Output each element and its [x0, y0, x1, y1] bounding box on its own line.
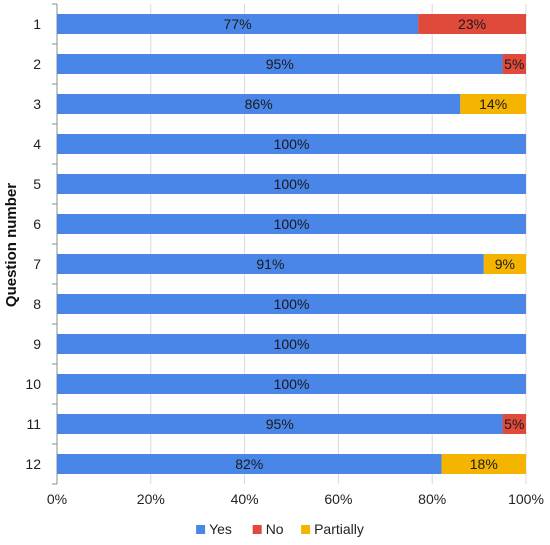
- bar-segment-partially: [460, 94, 526, 114]
- bar-segment-yes: [57, 414, 503, 434]
- bar-segment-yes: [57, 14, 419, 34]
- bar-segment-yes: [57, 454, 442, 474]
- data-label: 95%: [266, 416, 294, 432]
- x-tick-label: 0%: [47, 491, 67, 507]
- legend: Yes No Partially: [196, 521, 364, 537]
- category-label: 9: [33, 336, 41, 352]
- category-label: 12: [25, 456, 41, 472]
- legend-label-no: No: [266, 521, 284, 537]
- x-tick-labels: 0% 20% 40% 60% 80% 100%: [47, 491, 544, 507]
- category-label: 8: [33, 296, 41, 312]
- data-label: 82%: [235, 456, 263, 472]
- x-tick-label: 20%: [137, 491, 165, 507]
- data-label: 86%: [245, 96, 273, 112]
- bar-segment-yes: [57, 334, 526, 354]
- bar-segment-yes: [57, 254, 484, 274]
- bar-segment-yes: [57, 94, 461, 114]
- data-label: 100%: [274, 296, 310, 312]
- data-label: 77%: [224, 16, 252, 32]
- category-label: 7: [33, 256, 41, 272]
- x-tick-label: 60%: [324, 491, 352, 507]
- bar-segment-partially: [441, 454, 526, 474]
- bars: 77% 23% 95% 5% 86% 14% 100% 100% 100% 91% 9% 100% 10…: [57, 14, 526, 474]
- category-label: 2: [33, 56, 41, 72]
- grid-lines: [52, 3, 527, 485]
- bar-segment-no: [502, 414, 526, 434]
- x-tick-label: 80%: [418, 491, 446, 507]
- bar-segment-yes: [57, 374, 526, 394]
- bar-segment-yes: [57, 54, 503, 74]
- y-axis-title: Question number: [3, 183, 20, 307]
- bar-segment-no: [418, 14, 526, 34]
- bar-segment-partially: [483, 254, 526, 274]
- category-label: 5: [33, 176, 41, 192]
- category-label: 1: [33, 16, 41, 32]
- category-label: 4: [33, 136, 41, 152]
- x-tick-label: 100%: [508, 491, 544, 507]
- legend-label-partially: Partially: [314, 521, 364, 537]
- data-label: 100%: [274, 176, 310, 192]
- category-label: 6: [33, 216, 41, 232]
- data-label: 95%: [266, 56, 294, 72]
- data-label: 100%: [274, 376, 310, 392]
- bar-segment-yes: [57, 214, 526, 234]
- data-label: 18%: [470, 456, 498, 472]
- bar-segment-yes: [57, 134, 526, 154]
- data-label: 5%: [504, 56, 524, 72]
- bar-segment-no: [502, 54, 526, 74]
- category-label: 3: [33, 96, 41, 112]
- data-label: 5%: [504, 416, 524, 432]
- data-label: 14%: [479, 96, 507, 112]
- legend-swatch-no: [252, 525, 262, 534]
- data-label: 91%: [256, 256, 284, 272]
- data-label: 9%: [495, 256, 515, 272]
- data-label: 100%: [274, 336, 310, 352]
- data-label: 100%: [274, 216, 310, 232]
- data-label: 23%: [458, 16, 486, 32]
- legend-swatch-yes: [196, 525, 206, 534]
- legend-label-yes: Yes: [209, 521, 232, 537]
- x-tick-label: 40%: [231, 491, 259, 507]
- bar-segment-yes: [57, 294, 526, 314]
- legend-swatch-partially: [301, 525, 311, 534]
- category-label: 10: [25, 376, 41, 392]
- bar-segment-yes: [57, 174, 526, 194]
- data-label: 100%: [274, 136, 310, 152]
- category-label: 11: [26, 416, 41, 432]
